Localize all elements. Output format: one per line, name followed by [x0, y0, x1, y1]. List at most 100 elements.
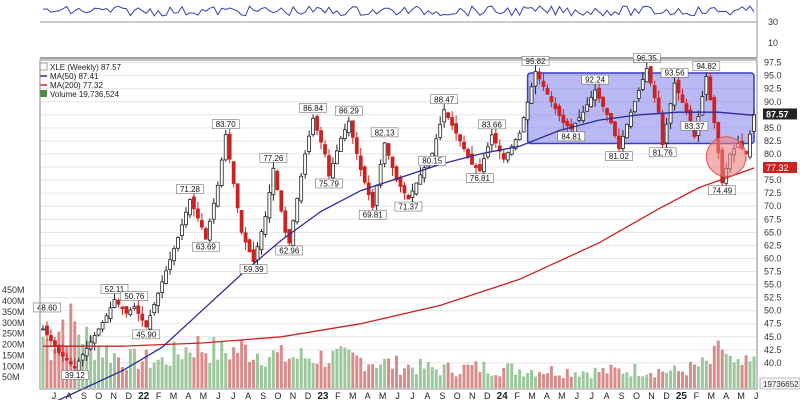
volume-bar-77: [347, 349, 351, 388]
volume-bar-164: [692, 364, 696, 388]
candle-body-19: [116, 299, 121, 305]
volume-bar-70: [319, 350, 323, 388]
volume-bar-88: [391, 368, 395, 388]
price-tick-label-7: 57.5: [764, 267, 782, 277]
candle-body-42: [207, 220, 212, 241]
month-tick-40: N: [648, 391, 655, 400]
volume-bar-92: [406, 364, 410, 388]
peak-label-0: 48.60: [37, 303, 58, 312]
volume-bar-104: [454, 376, 458, 388]
candle-body-21: [124, 306, 129, 314]
candle-body-23: [132, 306, 137, 309]
candle-body-81: [362, 166, 367, 183]
price-tick-label-21: 92.5: [764, 84, 782, 94]
candle-body-122: [525, 101, 530, 121]
peak-label-1: 39.12: [65, 371, 86, 380]
indicator-panel: 30 10: [0, 0, 800, 60]
candle-body-99: [434, 138, 439, 157]
volume-bar-155: [657, 368, 661, 388]
candle-body-119: [513, 139, 518, 149]
candle-body-154: [652, 85, 657, 99]
month-tick-32: M: [528, 391, 536, 400]
volume-bar-24: [136, 368, 140, 388]
volume-bar-102: [446, 362, 450, 388]
volume-bar-60: [279, 345, 283, 388]
volume-bar-6: [65, 345, 69, 388]
peak-label-box-23: [581, 74, 609, 85]
candle-body-137: [585, 104, 590, 112]
volume-bar-124: [534, 376, 538, 388]
volume-bar-12: [89, 336, 93, 388]
month-tick-3: O: [95, 391, 102, 400]
volume-bar-108: [470, 365, 474, 388]
volume-bar-139: [593, 367, 597, 388]
price-candles: [41, 60, 756, 372]
peak-label-13: 86.29: [339, 107, 360, 116]
volume-bar-13: [93, 360, 97, 388]
candle-body-31: [164, 270, 169, 284]
candle-body-107: [466, 149, 470, 158]
volume-bar-111: [482, 361, 486, 388]
candle-body-57: [267, 192, 272, 219]
volume-bar-36: [184, 347, 188, 388]
volume-bar-57: [267, 357, 271, 388]
peak-label-box-18: [430, 94, 458, 105]
volume-bar-37: [188, 352, 192, 388]
volume-bar-46: [224, 352, 228, 388]
candle-body-8: [72, 366, 77, 369]
last-price-tag-bg: [763, 108, 797, 120]
candle-body-55: [259, 231, 264, 251]
month-tick-43: F: [694, 391, 700, 400]
volume-bar-43: [212, 337, 216, 388]
peak-label-15: 82.13: [375, 128, 396, 137]
candle-body-69: [315, 116, 319, 131]
candle-body-18: [112, 299, 117, 308]
month-tick-12: J: [231, 391, 236, 400]
volume-bar-103: [450, 372, 454, 388]
candle-body-115: [497, 145, 502, 152]
month-tick-27: O: [454, 391, 461, 400]
volume-bar-84: [375, 367, 379, 388]
volume-bar-97: [426, 361, 430, 388]
peak-label-box-10: [275, 245, 304, 256]
candle-body-4: [57, 344, 61, 353]
volume-bar-85: [379, 364, 383, 388]
month-tick-13: A: [245, 391, 251, 400]
candle-body-103: [450, 117, 455, 126]
volume-bar-130: [557, 375, 561, 388]
candle-body-101: [442, 109, 447, 123]
volume-tick-label-5: 300M: [2, 318, 25, 328]
month-tick-5: D: [125, 391, 132, 400]
candle-body-159: [672, 82, 677, 106]
peak-label-8: 59.39: [244, 265, 265, 274]
candle-body-92: [406, 194, 411, 200]
price-tick-label-13: 72.5: [764, 188, 782, 198]
month-tick-36: J: [590, 391, 595, 400]
volume-bar-110: [478, 372, 482, 388]
volume-bar-72: [327, 363, 331, 388]
candle-body-142: [605, 108, 609, 115]
peak-label-box-26: [648, 147, 677, 158]
candle-body-26: [144, 320, 149, 328]
candle-body-34: [176, 237, 180, 249]
legend-ma200: MA(200) 77.32: [50, 81, 103, 90]
volume-bar-49: [236, 352, 240, 388]
peak-label-29: 94.82: [696, 62, 717, 71]
candle-body-76: [342, 129, 347, 140]
candle-body-90: [398, 176, 403, 187]
peak-label-10: 62.96: [279, 246, 300, 255]
volume-bar-168: [708, 364, 712, 388]
month-tick-10: M: [200, 391, 208, 400]
volume-bar-127: [545, 373, 549, 388]
candle-body-87: [386, 143, 391, 156]
candle-body-51: [243, 232, 248, 243]
month-tick-20: M: [349, 391, 357, 400]
candle-body-134: [573, 122, 578, 133]
volume-bar-87: [387, 358, 391, 388]
candle-body-38: [192, 196, 196, 210]
peak-label-box-28: [680, 121, 709, 131]
ma200-tag: 77.32: [766, 163, 789, 173]
price-tick-label-2: 45.0: [764, 332, 782, 342]
price-tick-label-0: 40.0: [764, 358, 782, 368]
indicator-axis-label-30: 30: [768, 17, 778, 27]
